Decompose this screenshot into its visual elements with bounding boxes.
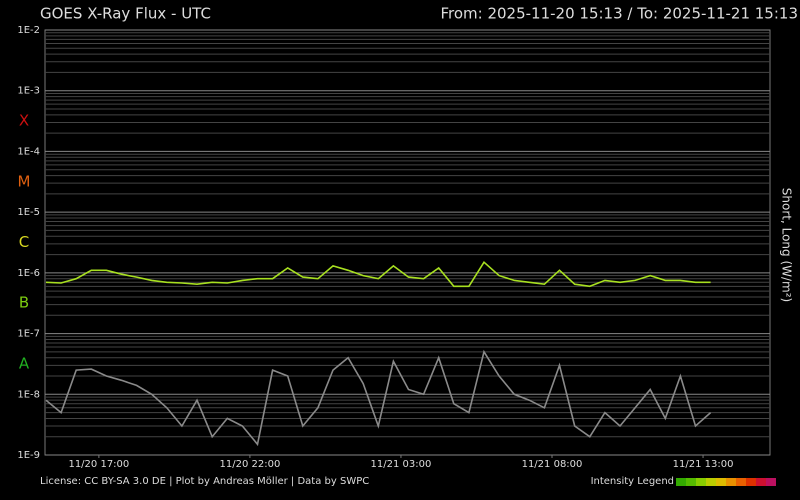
x-tick-label: 11/21 08:00	[522, 459, 583, 470]
intensity-swatch	[716, 478, 726, 486]
intensity-swatch	[746, 478, 756, 486]
x-tick-label: 11/21 13:00	[673, 459, 734, 470]
intensity-swatch	[736, 478, 746, 486]
series-line	[45, 260, 711, 288]
chart-title: GOES X-Ray Flux - UTC	[40, 5, 211, 23]
x-tick-label: 11/20 22:00	[219, 459, 280, 470]
x-tick-label: 11/21 03:00	[371, 459, 432, 470]
flare-class-label: X	[19, 112, 29, 130]
x-tick-label: 11/20 17:00	[68, 459, 129, 470]
series-line	[45, 349, 712, 447]
intensity-swatch	[696, 478, 706, 486]
y-tick-label: 1E-7	[17, 329, 40, 340]
license: License: CC BY-SA 3.0 DE | Plot by Andre…	[40, 476, 369, 487]
intensity-swatch	[686, 478, 696, 486]
y-tick-label: 1E-5	[17, 207, 40, 218]
plot-area	[44, 29, 771, 456]
intensity-swatch	[766, 478, 776, 486]
y-tick-label: 1E-8	[17, 389, 40, 400]
intensity-swatch	[706, 478, 716, 486]
y-tick-label: 1E-2	[17, 25, 40, 36]
intensity-swatch	[676, 478, 686, 486]
y-tick-label: 1E-4	[17, 146, 40, 157]
y-tick-label: 1E-9	[17, 450, 40, 461]
intensity-legend-label: Intensity Legend	[591, 476, 674, 487]
y-tick-label: 1E-6	[17, 268, 40, 279]
flare-class-label: A	[19, 354, 30, 372]
intensity-swatch	[726, 478, 736, 486]
intensity-swatch	[756, 478, 766, 486]
y-axis-label: Short, Long (W/m²)	[780, 188, 794, 302]
flare-class-label: B	[19, 294, 29, 312]
time-range: From: 2025-11-20 15:13 / To: 2025-11-21 …	[440, 5, 798, 23]
flare-class-label: C	[19, 233, 29, 251]
y-tick-label: 1E-3	[17, 86, 40, 97]
flare-class-label: M	[18, 172, 31, 190]
